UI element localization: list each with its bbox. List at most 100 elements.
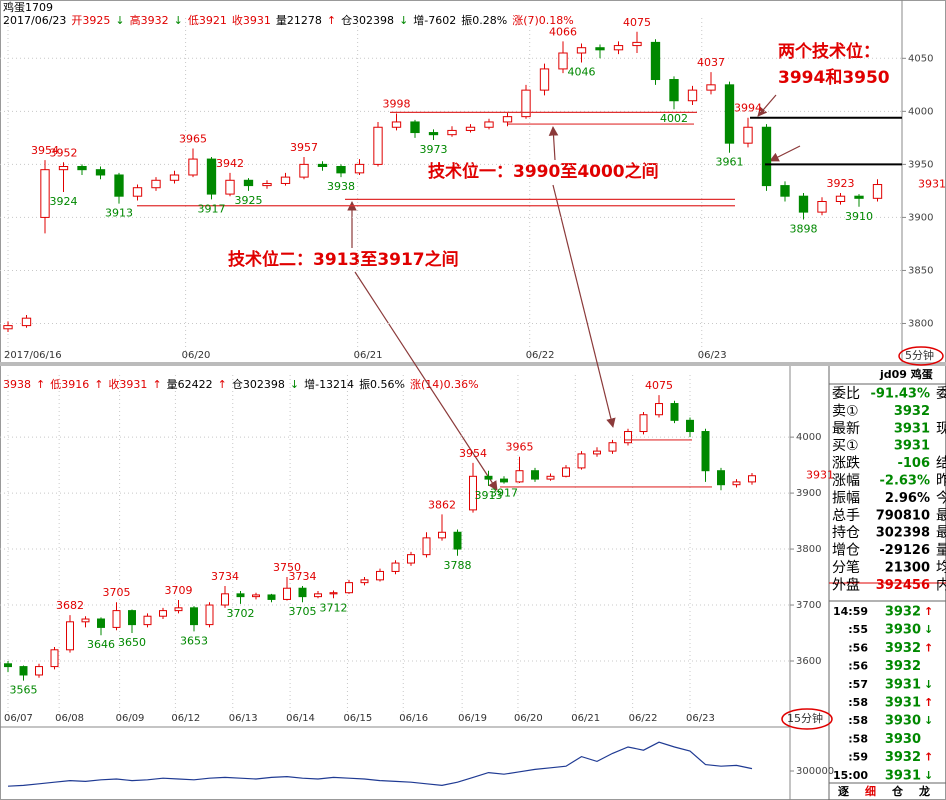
candle-body xyxy=(151,179,161,189)
header-item: 涨(7)0.18% xyxy=(512,14,574,27)
candle-body xyxy=(190,607,198,626)
tick-price: 3932 xyxy=(885,641,921,656)
y-tick-label: 4050 xyxy=(908,53,933,64)
header-item: 增-13214 xyxy=(304,377,354,391)
quote-note: 委 xyxy=(936,386,946,402)
x-tick-label: 06/21 xyxy=(354,350,383,361)
price-label: 3957 xyxy=(290,141,318,154)
candle-body xyxy=(21,317,32,327)
x-tick-label: 06/07 xyxy=(4,713,33,724)
candle-body xyxy=(35,666,43,676)
tick-time: :59 xyxy=(848,751,868,764)
tick-arrow: ↑ xyxy=(924,696,933,709)
tab[interactable]: 逐 xyxy=(838,785,849,798)
y-tick-label: 3600 xyxy=(796,656,821,667)
period-bottom[interactable]: 15分钟 xyxy=(787,711,823,725)
quote-value: 790810 xyxy=(876,508,930,523)
price-label: 3712 xyxy=(320,601,348,614)
candle-body xyxy=(650,41,661,81)
candle-body xyxy=(613,45,624,51)
candle-body xyxy=(317,163,328,167)
tick-arrow: ↑ xyxy=(924,641,933,654)
quote-value: 302398 xyxy=(876,526,930,541)
candle-body xyxy=(159,610,167,617)
candle-body xyxy=(299,163,309,178)
price-label: 3705 xyxy=(103,586,131,599)
price-label: 3942 xyxy=(216,157,244,170)
header-item: ↓ xyxy=(399,14,408,27)
price-label: 3925 xyxy=(235,194,263,207)
quote-note: 内 xyxy=(936,577,946,593)
candle-body xyxy=(66,621,74,651)
tick-time: :58 xyxy=(848,714,868,727)
header-item: 3938 xyxy=(3,378,31,391)
candle-body xyxy=(438,531,446,539)
quote-label: 持仓 xyxy=(832,525,860,541)
quote-note: 现 xyxy=(936,421,946,437)
tick-time: :57 xyxy=(848,678,868,691)
candle-body xyxy=(262,182,272,187)
price-label: 3734 xyxy=(211,570,239,583)
candle-body xyxy=(4,663,12,668)
candle-body xyxy=(546,475,555,480)
last-price: 3931 xyxy=(806,469,834,482)
quote-note: 均 xyxy=(936,560,946,576)
period-top[interactable]: 5分钟 xyxy=(905,348,934,362)
candle-body xyxy=(243,179,254,187)
tick-arrow: ↓ xyxy=(924,623,933,636)
candle-body xyxy=(798,195,809,213)
candle-body xyxy=(50,649,59,668)
x-tick-label: 06/16 xyxy=(399,713,428,724)
quote-value: -2.63% xyxy=(880,474,931,489)
price-label: 3913 xyxy=(475,489,503,502)
y-tick-label: 3800 xyxy=(796,544,821,555)
candle-body xyxy=(484,121,494,128)
tick-price: 3932 xyxy=(885,605,921,620)
header-item: 低3921 xyxy=(188,14,227,27)
x-tick-label: 06/14 xyxy=(286,713,315,724)
tick-price: 3931 xyxy=(885,677,921,692)
tab[interactable]: 仓 xyxy=(891,784,904,798)
quote-value: 21300 xyxy=(885,561,930,576)
candle-body xyxy=(447,129,457,136)
candle-body xyxy=(817,201,827,213)
candle-body xyxy=(717,470,725,486)
candle-body xyxy=(391,562,400,572)
quote-label: 买① xyxy=(832,438,859,454)
candle-body xyxy=(484,475,493,480)
candle-body xyxy=(407,554,415,564)
candle-body xyxy=(376,570,384,581)
candle-body xyxy=(670,403,679,421)
candle-body xyxy=(515,470,524,483)
arrow xyxy=(552,184,616,428)
tab[interactable]: 龙 xyxy=(918,784,930,798)
candle-body xyxy=(608,442,617,452)
annotation: 技术位二：3913至3917之间 xyxy=(228,249,459,270)
tab[interactable]: 细 xyxy=(865,784,876,798)
quote-note: 量 xyxy=(936,543,946,559)
tick-arrow: ↑ xyxy=(924,751,933,764)
quote-value: 3932 xyxy=(894,404,930,419)
price-label: 3910 xyxy=(845,210,873,223)
x-tick-label: 06/20 xyxy=(182,350,211,361)
candle-body xyxy=(854,195,864,199)
header-item: 低3916 xyxy=(50,378,89,391)
candle-body xyxy=(283,587,291,600)
candle-body xyxy=(872,184,883,199)
x-tick-label: 06/13 xyxy=(229,713,258,724)
candle-body xyxy=(267,594,276,600)
arrows xyxy=(347,94,801,491)
panel-separator xyxy=(0,362,946,366)
y-tick-label: 4000 xyxy=(796,432,821,443)
candle-body xyxy=(280,176,291,184)
x-tick-label: 06/08 xyxy=(55,713,84,724)
price-label: 4075 xyxy=(645,379,673,392)
header-item: ↓ xyxy=(174,14,183,27)
header-item: 高3932 xyxy=(130,13,169,27)
candle-body xyxy=(632,41,642,47)
candle-body xyxy=(732,481,741,486)
price-label: 4037 xyxy=(697,56,725,69)
quote-title: jd09 鸡蛋 xyxy=(879,367,934,381)
candle-body xyxy=(188,158,198,176)
